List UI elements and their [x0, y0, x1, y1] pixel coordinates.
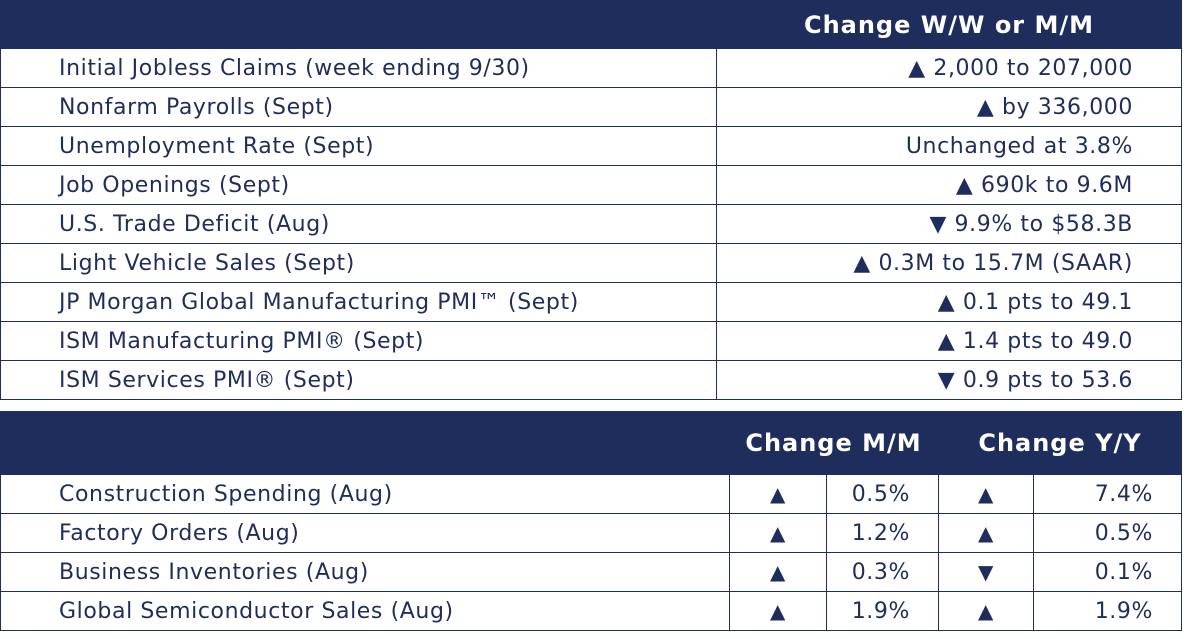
- indicator-change: ▲ by 336,000: [716, 87, 1182, 127]
- table-row: Business Inventories (Aug) ▲ 0.3% ▼ 0.1%: [0, 552, 1182, 592]
- spending-label: Business Inventories (Aug): [0, 552, 730, 592]
- indicator-label: Unemployment Rate (Sept): [0, 126, 717, 166]
- table-row: Unemployment Rate (Sept) Unchanged at 3.…: [0, 126, 1182, 166]
- indicator-label: ISM Services PMI® (Sept): [0, 360, 717, 400]
- spending-table: Construction Spending (Aug) ▲ 0.5% ▲ 7.4…: [0, 474, 1182, 631]
- indicator-label: Job Openings (Sept): [0, 165, 717, 205]
- indicator-label: Nonfarm Payrolls (Sept): [0, 87, 717, 127]
- table-row: U.S. Trade Deficit (Aug) ▼ 9.9% to $58.3…: [0, 204, 1182, 244]
- indicator-change: ▲ 0.3M to 15.7M (SAAR): [716, 243, 1182, 283]
- indicator-label: Initial Jobless Claims (week ending 9/30…: [0, 48, 717, 88]
- mm-value: 0.3%: [826, 552, 939, 592]
- indicator-label: JP Morgan Global Manufacturing PMI™ (Sep…: [0, 282, 717, 322]
- change-ww-mm-header: Change W/W or M/M: [803, 11, 1095, 39]
- table-row: Job Openings (Sept) ▲ 690k to 9.6M: [0, 165, 1182, 205]
- table-row: Light Vehicle Sales (Sept) ▲ 0.3M to 15.…: [0, 243, 1182, 283]
- indicator-change: ▼ 9.9% to $58.3B: [716, 204, 1182, 244]
- change-mm-header: Change M/M: [745, 429, 922, 457]
- table-row: Initial Jobless Claims (week ending 9/30…: [0, 48, 1182, 88]
- table-row: Nonfarm Payrolls (Sept) ▲ by 336,000: [0, 87, 1182, 127]
- table-row: Construction Spending (Aug) ▲ 0.5% ▲ 7.4…: [0, 474, 1182, 514]
- indicator-change: ▲ 2,000 to 207,000: [716, 48, 1182, 88]
- table-row: JP Morgan Global Manufacturing PMI™ (Sep…: [0, 282, 1182, 322]
- indicator-change: ▼ 0.9 pts to 53.6: [716, 360, 1182, 400]
- mm-value: 1.2%: [826, 513, 939, 553]
- indicator-change: ▲ 1.4 pts to 49.0: [716, 321, 1182, 361]
- yy-direction-icon: ▲: [938, 513, 1034, 553]
- change-yy-header: Change Y/Y: [978, 429, 1142, 457]
- mm-direction-icon: ▲: [729, 513, 827, 553]
- table-row: ISM Services PMI® (Sept) ▼ 0.9 pts to 53…: [0, 360, 1182, 400]
- table-row: Global Semiconductor Sales (Aug) ▲ 1.9% …: [0, 591, 1182, 631]
- yy-value: 7.4%: [1033, 474, 1182, 514]
- top-header-band: Change W/W or M/M: [0, 0, 1182, 48]
- indicator-label: U.S. Trade Deficit (Aug): [0, 204, 717, 244]
- mm-direction-icon: ▲: [729, 474, 827, 514]
- indicator-change: ▲ 690k to 9.6M: [716, 165, 1182, 205]
- spending-label: Global Semiconductor Sales (Aug): [0, 591, 730, 631]
- yy-direction-icon: ▼: [938, 552, 1034, 592]
- bottom-header-band: Change M/M Change Y/Y: [0, 411, 1182, 474]
- indicator-change: ▲ 0.1 pts to 49.1: [716, 282, 1182, 322]
- yy-value: 0.1%: [1033, 552, 1182, 592]
- mm-value: 1.9%: [826, 591, 939, 631]
- mm-value: 0.5%: [826, 474, 939, 514]
- indicator-label: ISM Manufacturing PMI® (Sept): [0, 321, 717, 361]
- indicator-label: Light Vehicle Sales (Sept): [0, 243, 717, 283]
- indicator-change: Unchanged at 3.8%: [716, 126, 1182, 166]
- indicators-table: Initial Jobless Claims (week ending 9/30…: [0, 48, 1182, 400]
- yy-direction-icon: ▲: [938, 474, 1034, 514]
- yy-direction-icon: ▲: [938, 591, 1034, 631]
- spending-label: Factory Orders (Aug): [0, 513, 730, 553]
- yy-value: 1.9%: [1033, 591, 1182, 631]
- spending-label: Construction Spending (Aug): [0, 474, 730, 514]
- mm-direction-icon: ▲: [729, 552, 827, 592]
- yy-value: 0.5%: [1033, 513, 1182, 553]
- table-row: Factory Orders (Aug) ▲ 1.2% ▲ 0.5%: [0, 513, 1182, 553]
- mm-direction-icon: ▲: [729, 591, 827, 631]
- table-row: ISM Manufacturing PMI® (Sept) ▲ 1.4 pts …: [0, 321, 1182, 361]
